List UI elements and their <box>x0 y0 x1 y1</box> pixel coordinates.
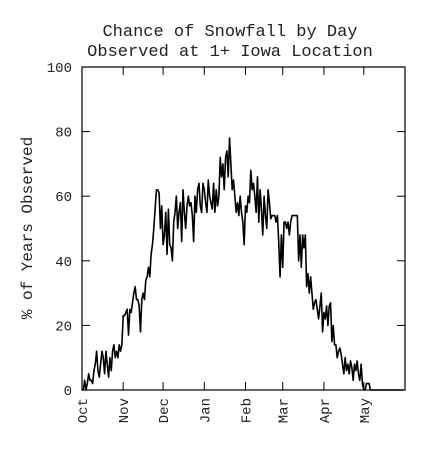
y-tick-label: 80 <box>55 126 72 142</box>
y-tick-label: 100 <box>47 61 72 77</box>
plot-frame <box>81 66 406 391</box>
y-tick-label: 40 <box>55 255 72 271</box>
chart-subtitle: Observed at 1+ Iowa Location <box>87 43 373 62</box>
x-tick-label: Feb <box>239 398 255 423</box>
y-axis-label: % of Years Observed <box>19 137 37 319</box>
x-tick-label: Apr <box>318 398 334 423</box>
y-tick-label: 60 <box>55 190 72 206</box>
chart-title: Chance of Snowfall by Day <box>102 23 357 42</box>
data-line <box>82 137 404 391</box>
x-tick-label: May <box>358 398 374 423</box>
x-tick-label: Oct <box>76 398 92 423</box>
x-tick-label: Dec <box>157 398 173 423</box>
x-tick-label: Jan <box>198 398 214 423</box>
y-tick-label: 0 <box>64 384 72 400</box>
y-tick-label: 20 <box>55 319 72 335</box>
x-tick-label: Nov <box>117 398 133 423</box>
x-tick-label: Mar <box>277 398 293 423</box>
